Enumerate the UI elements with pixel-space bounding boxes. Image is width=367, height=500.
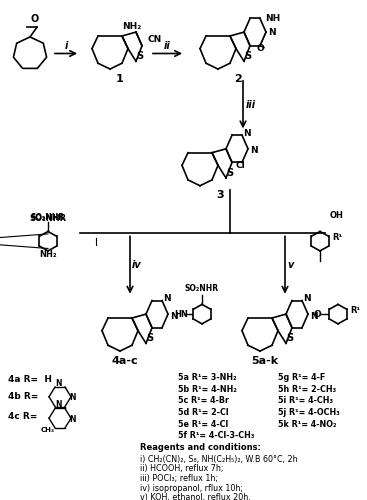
Text: ii) HCOOH, reflux 7h;: ii) HCOOH, reflux 7h;	[140, 464, 224, 473]
Text: 5j R¹= 4-OCH₃: 5j R¹= 4-OCH₃	[278, 408, 340, 417]
Text: iii: iii	[246, 100, 256, 110]
Text: N: N	[243, 128, 251, 138]
Text: iv) isopropanol, rflux 10h;: iv) isopropanol, rflux 10h;	[140, 484, 243, 492]
Text: i) CH₂(CN)₂, S₈, NH(C₂H₅)₂, W.B 60°C, 2h: i) CH₂(CN)₂, S₈, NH(C₂H₅)₂, W.B 60°C, 2h	[140, 454, 298, 464]
Text: S: S	[286, 334, 294, 344]
Text: ii: ii	[164, 40, 171, 50]
Text: N: N	[55, 400, 61, 409]
Text: 3: 3	[216, 190, 224, 200]
Text: 5c R¹= 4-Br: 5c R¹= 4-Br	[178, 396, 229, 405]
Text: v: v	[287, 260, 293, 270]
Text: 5d R¹= 2-Cl: 5d R¹= 2-Cl	[178, 408, 229, 417]
Text: S: S	[244, 52, 251, 62]
Text: O: O	[31, 14, 39, 24]
Text: 5b R¹= 4-NH₂: 5b R¹= 4-NH₂	[178, 384, 237, 394]
Text: NH₂: NH₂	[122, 22, 142, 31]
Text: N: N	[170, 312, 178, 320]
Text: 5k R¹= 4-NO₂: 5k R¹= 4-NO₂	[278, 420, 337, 428]
Text: 5a R¹= 3-NH₂: 5a R¹= 3-NH₂	[178, 373, 237, 382]
Text: O: O	[314, 310, 322, 318]
Text: R¹: R¹	[332, 233, 342, 242]
Text: 5i R¹= 4-CH₃: 5i R¹= 4-CH₃	[278, 396, 333, 405]
Text: S: S	[226, 168, 233, 178]
Text: 5e R¹= 4-Cl: 5e R¹= 4-Cl	[178, 420, 228, 428]
Text: Cl: Cl	[235, 161, 245, 170]
Text: R¹: R¹	[350, 306, 360, 314]
Text: 4b R=: 4b R=	[8, 392, 39, 402]
Text: 5h R¹= 2-CH₃: 5h R¹= 2-CH₃	[278, 384, 336, 394]
Text: CH₃: CH₃	[41, 427, 55, 433]
Text: SO₂NHR: SO₂NHR	[185, 284, 219, 292]
Text: S: S	[146, 334, 153, 344]
Text: S: S	[137, 52, 143, 62]
Text: 4c R=: 4c R=	[8, 412, 37, 420]
Text: N: N	[70, 414, 76, 424]
Text: Reagents and conditions:: Reagents and conditions:	[140, 443, 261, 452]
Text: v) KOH, ethanol, reflux 20h.: v) KOH, ethanol, reflux 20h.	[140, 494, 251, 500]
Text: 4a R=  H: 4a R= H	[8, 375, 52, 384]
Text: N: N	[310, 312, 317, 320]
Text: O: O	[256, 44, 264, 53]
Text: 5g R¹= 4-F: 5g R¹= 4-F	[278, 373, 325, 382]
Text: iv: iv	[132, 260, 142, 270]
Text: NH₂: NH₂	[39, 250, 57, 260]
Text: N: N	[70, 394, 76, 402]
Text: OH: OH	[330, 212, 344, 220]
Text: HN: HN	[174, 310, 188, 318]
Text: N: N	[163, 294, 171, 303]
Text: 1: 1	[116, 74, 124, 84]
Text: N: N	[55, 378, 61, 388]
Text: 2: 2	[234, 74, 242, 84]
Text: CN: CN	[148, 36, 162, 44]
Text: N: N	[250, 146, 258, 155]
Text: N: N	[268, 28, 276, 36]
Text: SO₂NHR: SO₂NHR	[29, 214, 66, 224]
Text: iii) POCl₃; reflux 1h;: iii) POCl₃; reflux 1h;	[140, 474, 218, 483]
Text: SO₂NHR: SO₂NHR	[31, 212, 65, 222]
Text: N: N	[303, 294, 310, 303]
Text: NH: NH	[265, 14, 280, 23]
Text: 5f R¹= 4-Cl-3-CH₃: 5f R¹= 4-Cl-3-CH₃	[178, 431, 254, 440]
Text: 4a-c: 4a-c	[112, 356, 138, 366]
Text: 5a-k: 5a-k	[251, 356, 279, 366]
Text: i: i	[64, 40, 68, 50]
